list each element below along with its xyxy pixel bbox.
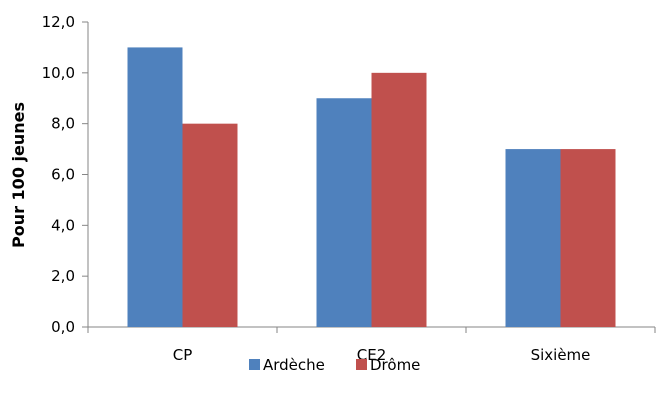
y-tick-label: 8,0 (51, 115, 75, 133)
y-tick-label: 4,0 (51, 216, 75, 234)
legend-swatch (249, 359, 260, 370)
bar-ce2-2 (371, 72, 427, 327)
legend-swatch (356, 359, 367, 370)
y-axis: 0,0 2,0 4,0 6,0 8,0 10,0 12,0 (42, 13, 89, 336)
legend-label: Ardèche (263, 356, 325, 374)
bar-sixième-2 (560, 149, 616, 327)
y-tick-label: 2,0 (51, 267, 75, 285)
y-tick-label: 6,0 (51, 166, 75, 184)
x-tick-label: CP (173, 346, 193, 364)
y-tick-label: 10,0 (42, 64, 75, 82)
bars (127, 47, 616, 328)
bar-ce2-1 (316, 98, 372, 327)
legend: Ardèche Drôme (249, 356, 420, 374)
legend-label: Drôme (370, 356, 420, 374)
y-tick-label: 12,0 (42, 13, 75, 31)
y-tick-label: 0,0 (51, 318, 75, 336)
bar-cp-2 (182, 123, 238, 328)
y-axis-label: Pour 100 jeunes (9, 102, 28, 248)
x-tick-label: Sixième (531, 346, 591, 364)
bar-sixième-1 (505, 149, 561, 327)
bar-cp-1 (127, 47, 183, 328)
